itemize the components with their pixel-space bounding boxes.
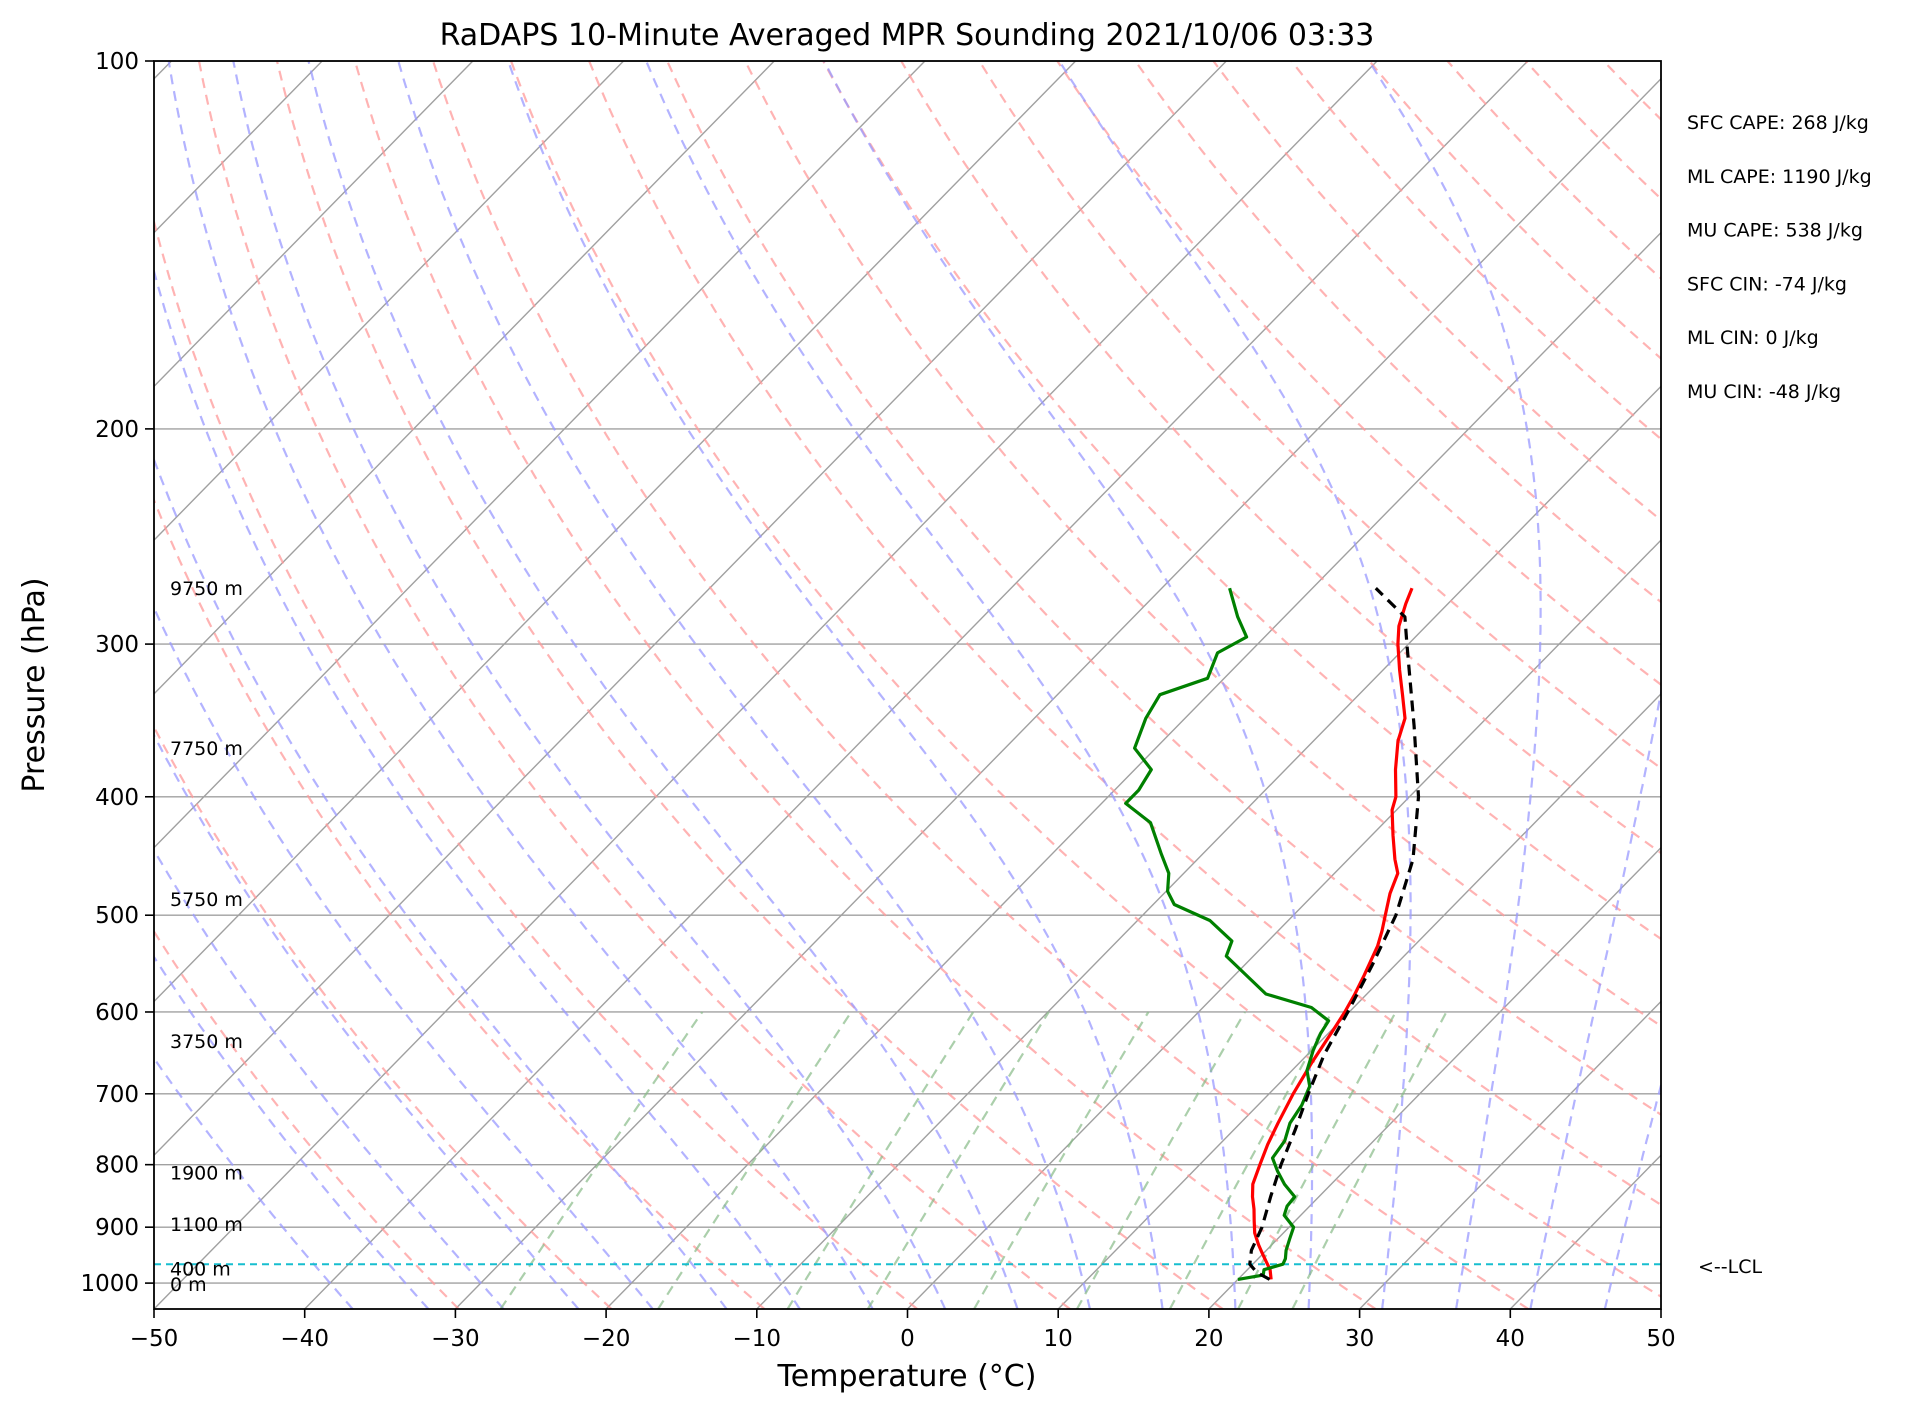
height-label: 1900 m [170,1163,243,1185]
x-tick-label: −10 [733,1326,782,1352]
mixing-ratio-line [657,1011,853,1309]
moist-adiabat-line [232,61,947,1309]
dry-adiabat-line [510,61,1661,1298]
mixing-ratio-line [1168,1011,1333,1309]
height-label: 5750 m [170,889,243,911]
dry-adiabat-line [353,61,1377,1309]
isotherm-line [154,61,926,849]
y-tick-label: 300 [95,632,139,658]
isotherm-line [304,61,1529,1309]
grid-lines [154,61,1661,1309]
isotherm-line [1057,692,1661,1309]
dry-adiabat-line [154,497,766,1309]
dry-adiabat-line [666,61,1661,1116]
dry-adiabat-line [432,61,1529,1309]
x-tick-label: 0 [900,1326,915,1352]
temperature-profile-line [1250,587,1414,1280]
moist-adiabat-line [1058,61,1412,1309]
moist-adiabat-line [397,61,1091,1309]
stat-line: ML CAPE: 1190 J/kg [1687,166,1872,188]
y-tick-label: 200 [95,417,139,443]
dry-adiabat-line [154,217,918,1309]
isotherm-line [1359,1000,1661,1309]
y-tick-label: 600 [95,1000,139,1026]
dry-adiabat-line [154,929,460,1309]
moist-adiabat-line [1367,61,1542,1309]
mixing-ratio-line [973,1011,1150,1309]
x-tick-label: −40 [280,1326,329,1352]
x-axis-title: Temperature (°C) [777,1359,1037,1394]
y-tick-label: 1000 [80,1271,139,1297]
x-tick-label: 10 [1044,1326,1073,1352]
isotherm-line [907,539,1661,1309]
moist-adiabat-line [167,61,874,1309]
dry-adiabat-line [1446,61,1661,280]
axes: −50 −40 −30 −20 −10 0 10 20 30 40 50 100 200 300 400 50… [80,49,1762,1352]
x-tick-label: −50 [130,1326,179,1352]
dry-adiabat-line [1212,61,1661,522]
x-tick-label: 30 [1345,1326,1374,1352]
dewpoint-profile-line [1124,587,1331,1281]
isotherm-line [154,61,1077,1003]
y-tick-label: 900 [95,1215,139,1241]
y-tick-label: 700 [95,1082,139,1108]
isotherm-line [154,61,775,695]
mixing-ratio-line [1076,1011,1246,1309]
moist-adiabat-line [154,267,801,1309]
moist-adiabat-line [507,61,1164,1309]
stat-line: SFC CIN: -74 J/kg [1687,273,1847,295]
x-tick-label: 20 [1194,1326,1223,1352]
x-tick-label: −20 [582,1326,631,1352]
isotherm-line [605,231,1661,1309]
stat-line: MU CIN: -48 J/kg [1687,381,1841,403]
height-label: 9750 m [170,578,243,600]
dry-adiabat-line [1134,61,1661,604]
y-tick-label: 400 [95,785,139,811]
isotherm-line [154,61,1227,1157]
isotherm-line [154,61,474,388]
chart-title: RaDAPS 10-Minute Averaged MPR Sounding 2… [440,18,1375,53]
parcel-profile-line [1248,587,1421,1281]
cape-cin-stats: SFC CAPE: 268 J/kg ML CAPE: 1190 J/kg MU C… [1687,112,1872,403]
isotherm-line [154,61,1378,1309]
dry-adiabat-line [588,61,1661,1207]
x-tick-label: 40 [1496,1326,1525,1352]
stat-line: MU CAPE: 538 J/kg [1687,220,1863,242]
y-tick-label: 500 [95,903,139,929]
isotherm-line [454,77,1661,1309]
data-series [1124,587,1421,1281]
mixing-ratio-line [499,1011,704,1309]
height-label: 1100 m [170,1214,243,1236]
lcl-label: <--LCL [1698,1256,1762,1278]
mixing-ratio-line [786,1011,975,1309]
stat-line: ML CIN: 0 J/kg [1687,327,1819,349]
isotherm-line [756,385,1661,1309]
height-label: 3750 m [170,1031,243,1053]
y-tick-label: 800 [95,1153,139,1179]
dry-adiabat-line [275,61,1224,1309]
isotherm-line [154,61,625,542]
dry-adiabat-line [1056,61,1661,687]
dry-adiabat-line [822,61,1661,941]
height-label: 0 m [170,1274,207,1296]
isotherm-line [1208,846,1661,1309]
height-label: 7750 m [170,738,243,760]
y-tick-label: 100 [95,49,139,75]
stat-line: SFC CAPE: 268 J/kg [1687,112,1869,134]
x-tick-label: 50 [1646,1326,1675,1352]
y-axis-title: Pressure (hPa) [17,577,52,792]
moist-adiabat-line [823,61,1314,1309]
mixing-ratio-line [1291,1011,1448,1309]
moist-adiabat-line [154,954,430,1309]
x-tick-label: −30 [431,1326,480,1352]
dry-adiabat-line [154,724,613,1309]
mixing-ratio-line [866,1011,1050,1309]
height-label: 400 m [170,1259,231,1281]
